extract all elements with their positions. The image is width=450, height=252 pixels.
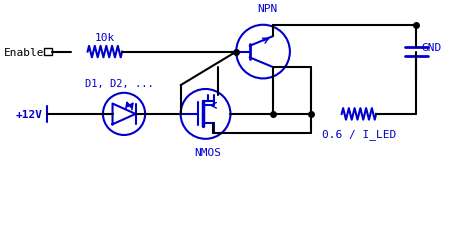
Text: 0.6 / I_LED: 0.6 / I_LED	[322, 128, 396, 139]
Text: GND: GND	[421, 43, 441, 53]
Text: 10k: 10k	[95, 33, 115, 43]
Text: Enable: Enable	[4, 47, 45, 57]
Text: NMOS: NMOS	[194, 148, 221, 158]
Text: NPN: NPN	[258, 5, 278, 14]
Text: D1, D2, ...: D1, D2, ...	[85, 79, 153, 89]
Text: +12V: +12V	[16, 109, 43, 119]
Bar	[45, 49, 52, 56]
